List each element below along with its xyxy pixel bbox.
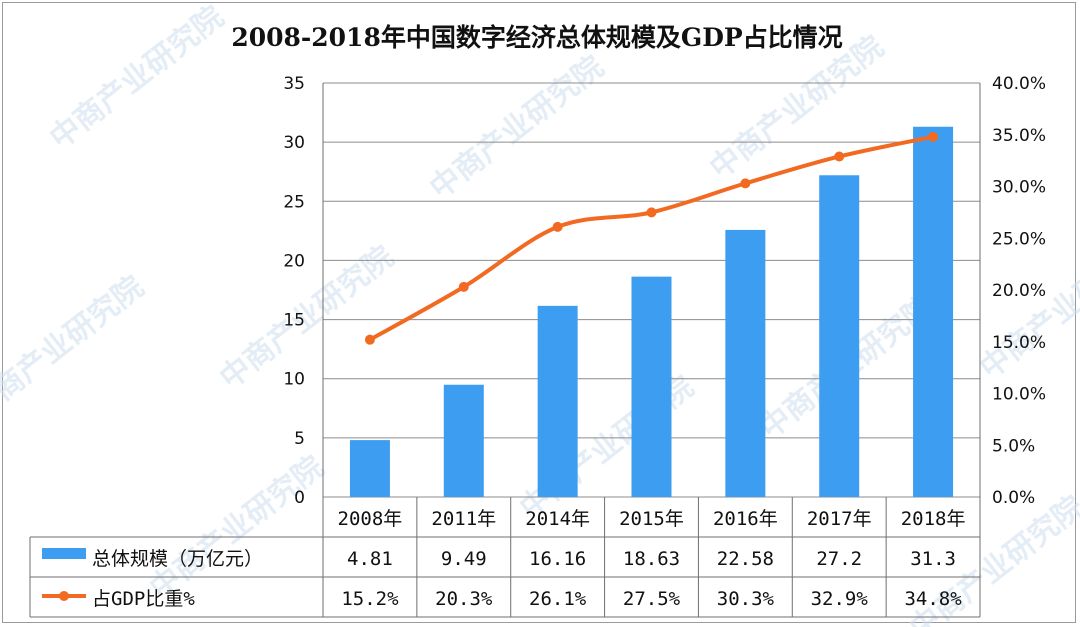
bar [913, 126, 954, 497]
line-point [646, 207, 657, 218]
line-series [364, 131, 939, 345]
watermark-text: 中商产业研究院 [0, 269, 150, 426]
line-point [458, 281, 469, 292]
data-label: 26.1% [529, 588, 587, 610]
y-tick-label: 15 [283, 311, 305, 331]
legend-swatch-bar [42, 548, 86, 559]
legend-swatch-marker [59, 591, 69, 601]
data-label: 30.3% [717, 588, 775, 610]
data-label: 16.16 [529, 548, 586, 570]
y-tick-label: 10 [283, 370, 305, 390]
y-tick-label: 5 [294, 429, 305, 449]
line-point [928, 131, 939, 142]
bar [631, 276, 672, 497]
line-point [740, 178, 751, 189]
y2-tick-label: 25.0% [992, 229, 1046, 249]
data-label: 4.81 [347, 548, 393, 570]
legend-label: 占GDP比重% [92, 588, 195, 610]
y2-tick-label: 35.0% [992, 126, 1046, 146]
y-tick-label: 35 [283, 74, 305, 94]
y2-tick-label: 10.0% [992, 385, 1046, 405]
watermark-text: 中商产业研究院 [213, 239, 400, 396]
x-tick-label: 2015年 [619, 508, 684, 530]
y2-tick-label: 20.0% [992, 281, 1046, 301]
bar [819, 175, 860, 497]
data-label: 22.58 [717, 548, 774, 570]
data-label: 18.63 [623, 548, 680, 570]
y2-tick-label: 5.0% [992, 436, 1035, 456]
bar [443, 384, 484, 497]
x-tick-label: 2016年 [713, 508, 778, 530]
y2-tick-label: 15.0% [992, 333, 1046, 353]
data-label: 27.2 [816, 548, 862, 570]
chart-title: 2008-2018年中国数字经济总体规模及GDP占比情况 [231, 23, 842, 52]
watermark-text: 中商产业研究院 [43, 0, 230, 156]
data-label: 31.3 [910, 548, 956, 570]
y-tick-label: 20 [283, 251, 305, 271]
y2-tick-label: 40.0% [992, 74, 1046, 94]
x-tick-label: 2008年 [338, 508, 403, 530]
x-tick-label: 2014年 [525, 508, 590, 530]
watermark-text: 中商产业研究院 [973, 229, 1080, 386]
data-label: 15.2% [341, 588, 399, 610]
axes: 0 5 10 15 20 25 30 35 0.0% 5.0% 10.0% 15.0% 20.0% 25.… [283, 74, 1046, 508]
y-tick-label: 25 [283, 192, 305, 212]
y2-tick-label: 0.0% [992, 488, 1035, 508]
data-label: 20.3% [435, 588, 493, 610]
data-label: 27.5% [623, 588, 681, 610]
bar [349, 440, 390, 497]
y2-tick-label: 30.0% [992, 178, 1046, 198]
line-point [364, 334, 375, 345]
y-tick-label: 0 [294, 488, 305, 508]
legend-label: 总体规模（万亿元） [92, 548, 263, 570]
bar [725, 229, 766, 497]
bar [537, 305, 578, 497]
watermark-text: 中商产业研究院 [143, 449, 330, 606]
x-tick-label: 2011年 [431, 508, 496, 530]
x-tick-label: 2017年 [807, 508, 872, 530]
data-label: 32.9% [811, 588, 869, 610]
x-tick-label: 2018年 [901, 508, 966, 530]
line-point [552, 221, 563, 232]
data-label: 9.49 [441, 548, 487, 570]
watermark-text: 中商产业研究院 [703, 29, 890, 186]
watermark-text: 中商产业研究院 [423, 49, 610, 206]
data-label: 34.8% [904, 588, 962, 610]
y-tick-label: 30 [283, 133, 305, 153]
line-point [834, 151, 845, 162]
data-table: 2008年 2011年 2014年 2015年 2016年 2017年 2018年 4.81 9… [29, 497, 981, 618]
bar-series [349, 126, 954, 497]
